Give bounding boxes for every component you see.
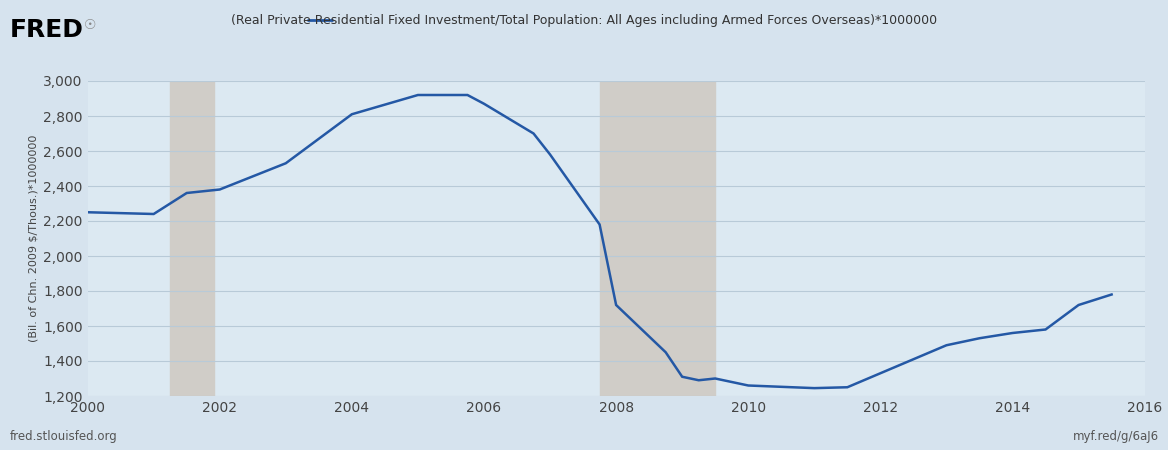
Bar — [171, 81, 214, 396]
Text: myf.red/g/6aJ6: myf.red/g/6aJ6 — [1072, 430, 1159, 443]
Text: (Real Private Residential Fixed Investment/Total Population: All Ages including : (Real Private Residential Fixed Investme… — [231, 14, 937, 27]
Text: fred.stlouisfed.org: fred.stlouisfed.org — [9, 430, 117, 443]
Text: FRED: FRED — [9, 18, 83, 42]
Text: ☉: ☉ — [84, 18, 97, 32]
Y-axis label: (Bil. of Chn. 2009 $/Thous.)*1000000: (Bil. of Chn. 2009 $/Thous.)*1000000 — [29, 135, 39, 342]
Bar — [599, 81, 715, 396]
